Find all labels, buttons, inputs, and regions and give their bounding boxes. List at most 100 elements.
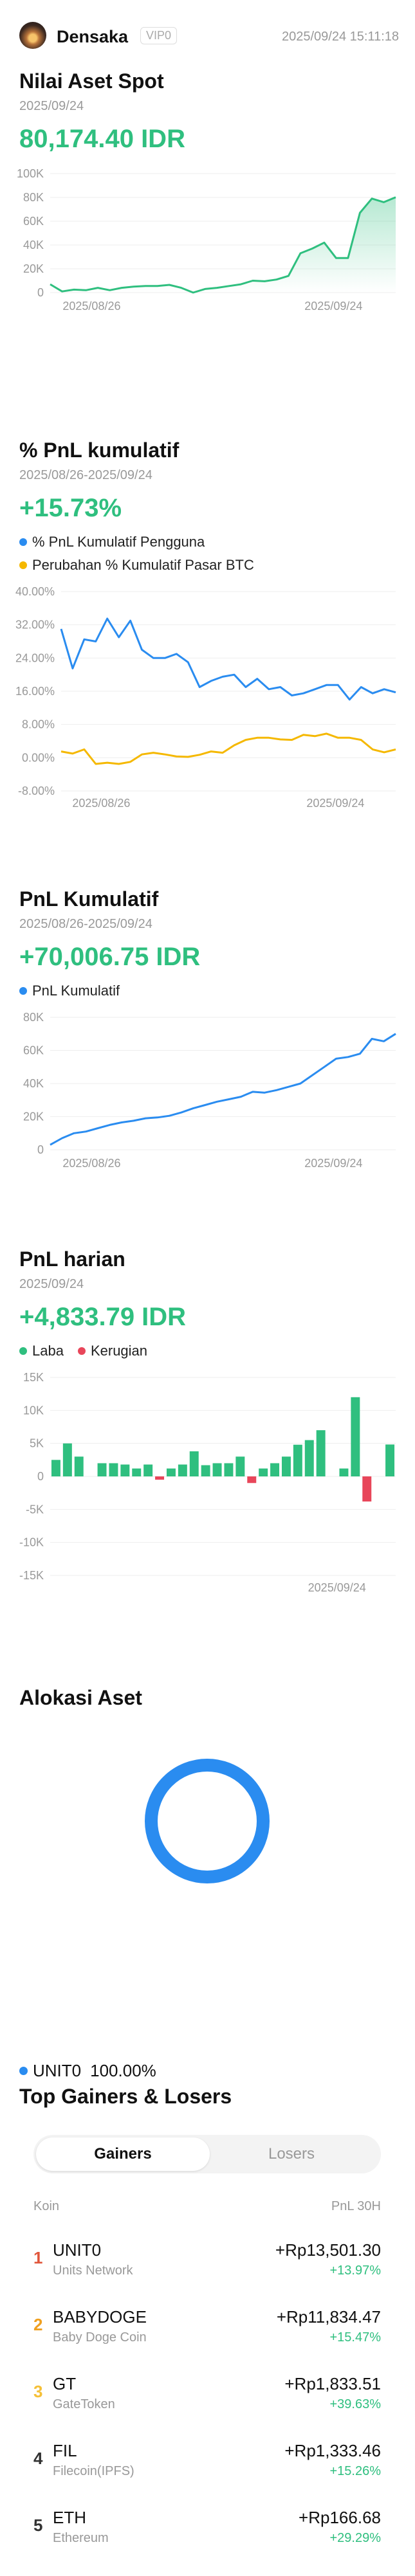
y-tick-label: 60K: [23, 1044, 44, 1057]
x-tick-label: 2025/08/26: [62, 1157, 120, 1170]
x-tick-label: 2025/09/24: [306, 797, 364, 810]
legend-loss: Kerugian: [77, 1343, 148, 1359]
x-tick-label: 2025/08/26: [62, 300, 120, 313]
x-tick-label: 2025/09/24: [304, 1157, 362, 1170]
bar-profit: [201, 1465, 210, 1476]
legend-label: Kerugian: [90, 1343, 148, 1359]
daily-pnl-title: PnL harian: [19, 1247, 125, 1271]
area-fill: [50, 197, 396, 293]
daily-pnl-date: 2025/09/24: [19, 1277, 84, 1291]
coin-pnl: +Rp1,833.51: [284, 2374, 381, 2393]
coin-symbol: BABYDOGE: [53, 2307, 147, 2327]
coin-pnl: +Rp166.68: [299, 2508, 381, 2527]
spot-assets-value: 80,174.40 IDR: [19, 125, 185, 153]
y-tick-label: -10K: [19, 1536, 44, 1549]
bar-profit: [166, 1468, 176, 1476]
coin-pnl-pct: +15.26%: [329, 2464, 381, 2478]
rank-number: 3: [33, 2382, 43, 2401]
bar-profit: [385, 1444, 395, 1476]
bar-profit: [259, 1468, 268, 1476]
avatar[interactable]: [19, 22, 46, 49]
bar-loss: [247, 1476, 257, 1483]
username: Densaka: [57, 27, 129, 46]
bar-profit: [212, 1463, 222, 1476]
cum-pnl-value: +70,006.75 IDR: [19, 943, 201, 971]
y-tick-label: 16.00%: [15, 685, 55, 698]
bar-profit: [189, 1451, 199, 1476]
x-tick-label: 2025/08/26: [72, 797, 130, 810]
y-tick-label: 40K: [23, 1077, 44, 1090]
coin-pnl-pct: +13.97%: [329, 2263, 381, 2278]
gainers-title: Top Gainers & Losers: [19, 2085, 232, 2108]
y-tick-label: 40K: [23, 239, 44, 251]
bar-profit: [143, 1464, 153, 1476]
y-tick-label: -5K: [26, 1503, 44, 1516]
coin-pnl-pct: +29.29%: [329, 2531, 381, 2545]
y-tick-label: 100K: [17, 167, 44, 180]
bar-profit: [224, 1463, 234, 1476]
bar-profit: [339, 1468, 349, 1476]
y-tick-label: 32.00%: [15, 619, 55, 631]
rank-number: 5: [33, 2516, 43, 2535]
y-tick-label: 8.00%: [22, 718, 55, 731]
daily-pnl-chart: -15K -10K -5K 0 5K 10K 15K 2025/09/24: [19, 1371, 396, 1594]
tab-losers[interactable]: Losers: [268, 2145, 315, 2163]
list-item[interactable]: 1 UNIT0 Units Network +Rp13,501.30 +13.9…: [33, 2238, 381, 2289]
list-item[interactable]: 5 ETH Ethereum +Rp166.68 +29.29%: [33, 2505, 381, 2557]
coin-name: GateToken: [53, 2397, 115, 2411]
tab-gainers[interactable]: Gainers: [36, 2137, 210, 2171]
cum-pnl-pct-title: % PnL kumulatif: [19, 439, 180, 462]
legend-label: Laba: [32, 1343, 64, 1359]
coin-pnl: +Rp11,834.47: [276, 2307, 381, 2327]
y-tick-label: 80K: [23, 191, 44, 204]
y-tick-label: 80K: [23, 1011, 44, 1024]
coin-symbol: FIL: [53, 2441, 77, 2460]
rank-number: 4: [33, 2449, 43, 2468]
bar-profit: [132, 1468, 142, 1476]
gainers-losers-tabs: Gainers Losers: [33, 2135, 381, 2173]
legend-dot-blue: [19, 538, 27, 546]
bar-profit: [351, 1397, 360, 1476]
coin-pnl: +Rp1,333.46: [284, 2441, 381, 2460]
cum-pnl-pct-date: 2025/08/26-2025/09/24: [19, 468, 152, 482]
legend-dot-red: [77, 1347, 86, 1355]
y-tick-label: 0: [37, 286, 44, 299]
series-line: [50, 196, 396, 294]
coin-symbol: ETH: [53, 2508, 86, 2527]
donut-slice-unit0[interactable]: [145, 1759, 270, 1883]
allocation-asset: UNIT0: [33, 2061, 82, 2080]
allocation-title: Alokasi Aset: [19, 1686, 142, 1709]
coin-name: Filecoin(IPFS): [53, 2464, 134, 2478]
legend-dot-green: [19, 1347, 27, 1355]
allocation-donut: [145, 1759, 270, 1883]
vip-badge: VIP0: [140, 27, 178, 44]
bar-profit: [316, 1430, 326, 1476]
legend-label: PnL Kumulatif: [32, 983, 120, 999]
x-tick-label: 2025/09/24: [304, 300, 362, 313]
coin-pnl-pct: +39.63%: [329, 2397, 381, 2411]
bar-profit: [120, 1464, 130, 1476]
cum-pnl-title: PnL Kumulatif: [19, 887, 159, 911]
legend-dot-yellow: [19, 561, 27, 569]
cum-pnl-pct-legend-user: % PnL Kumulatif Pengguna: [19, 534, 205, 550]
y-tick-label: 24.00%: [15, 651, 55, 664]
y-tick-label: 20K: [23, 1111, 44, 1123]
y-tick-label: 10K: [23, 1404, 44, 1417]
list-item[interactable]: 3 GT GateToken +Rp1,833.51 +39.63%: [33, 2372, 381, 2423]
coin-name: Units Network: [53, 2263, 133, 2278]
legend-dot-blue: [19, 2067, 28, 2075]
cum-pnl-pct-chart: -8.00% 0.00% 8.00% 16.00% 24.00% 32.00% 40.00%…: [15, 585, 396, 810]
daily-pnl-legend: Laba Kerugian: [19, 1343, 161, 1359]
x-tick-label: 2025/09/24: [308, 1581, 366, 1594]
list-item[interactable]: 2 BABYDOGE Baby Doge Coin +Rp11,834.47 +…: [33, 2305, 381, 2356]
coin-name: Ethereum: [53, 2531, 109, 2545]
cum-pnl-legend: PnL Kumulatif: [19, 983, 120, 999]
list-item[interactable]: 4 FIL Filecoin(IPFS) +Rp1,333.46 +15.26%: [33, 2438, 381, 2490]
coin-symbol: GT: [53, 2374, 77, 2393]
legend-dot-blue: [19, 987, 27, 995]
daily-pnl-value: +4,833.79 IDR: [19, 1303, 187, 1331]
y-tick-label: 5K: [30, 1437, 44, 1450]
y-tick-label: 15K: [23, 1371, 44, 1384]
cum-pnl-chart: 0 20K 40K 60K 80K 2025/08/26 2025/09/24: [23, 1011, 396, 1170]
allocation-pct: 100.00%: [90, 2061, 156, 2080]
